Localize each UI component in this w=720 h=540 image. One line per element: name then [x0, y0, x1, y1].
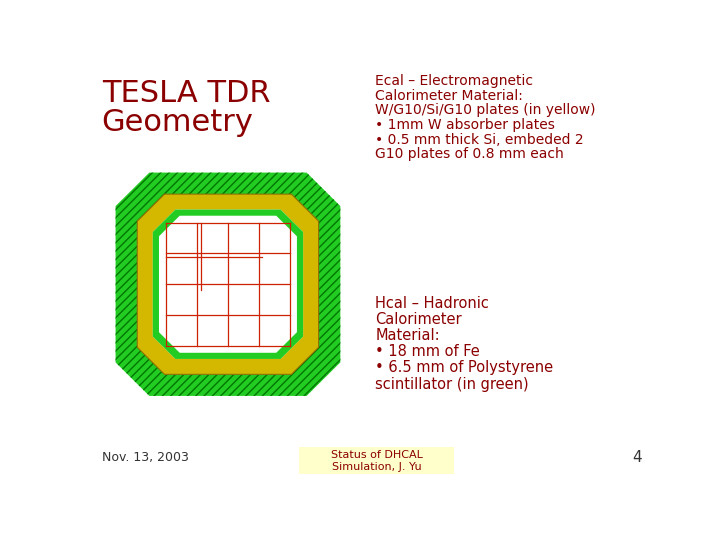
Polygon shape [153, 210, 303, 359]
Text: Nov. 13, 2003: Nov. 13, 2003 [102, 451, 189, 464]
Text: • 0.5 mm thick Si, embeded 2: • 0.5 mm thick Si, embeded 2 [375, 132, 584, 146]
Bar [300, 447, 454, 475]
Text: TESLA TDR: TESLA TDR [102, 79, 270, 107]
Text: Calorimeter Material:: Calorimeter Material: [375, 89, 523, 103]
Polygon shape [153, 210, 303, 359]
Text: • 6.5 mm of Polystyrene: • 6.5 mm of Polystyrene [375, 361, 554, 375]
Polygon shape [159, 215, 297, 353]
Text: Ecal – Electromagnetic: Ecal – Electromagnetic [375, 74, 534, 88]
Text: Calorimeter: Calorimeter [375, 312, 462, 327]
Polygon shape [138, 194, 319, 374]
Polygon shape [116, 173, 341, 396]
Text: Material:: Material: [375, 328, 440, 343]
Text: G10 plates of 0.8 mm each: G10 plates of 0.8 mm each [375, 147, 564, 161]
Text: Hcal – Hadronic: Hcal – Hadronic [375, 296, 489, 311]
Text: • 18 mm of Fe: • 18 mm of Fe [375, 345, 480, 359]
Text: 4: 4 [632, 450, 642, 465]
Text: W/G10/Si/G10 plates (in yellow): W/G10/Si/G10 plates (in yellow) [375, 103, 595, 117]
Text: • 1mm W absorber plates: • 1mm W absorber plates [375, 118, 555, 132]
Text: Simulation, J. Yu: Simulation, J. Yu [332, 462, 422, 472]
Text: Geometry: Geometry [102, 108, 253, 137]
Text: Status of DHCAL: Status of DHCAL [330, 450, 423, 460]
Polygon shape [138, 194, 319, 374]
Text: scintillator (in green): scintillator (in green) [375, 377, 528, 392]
